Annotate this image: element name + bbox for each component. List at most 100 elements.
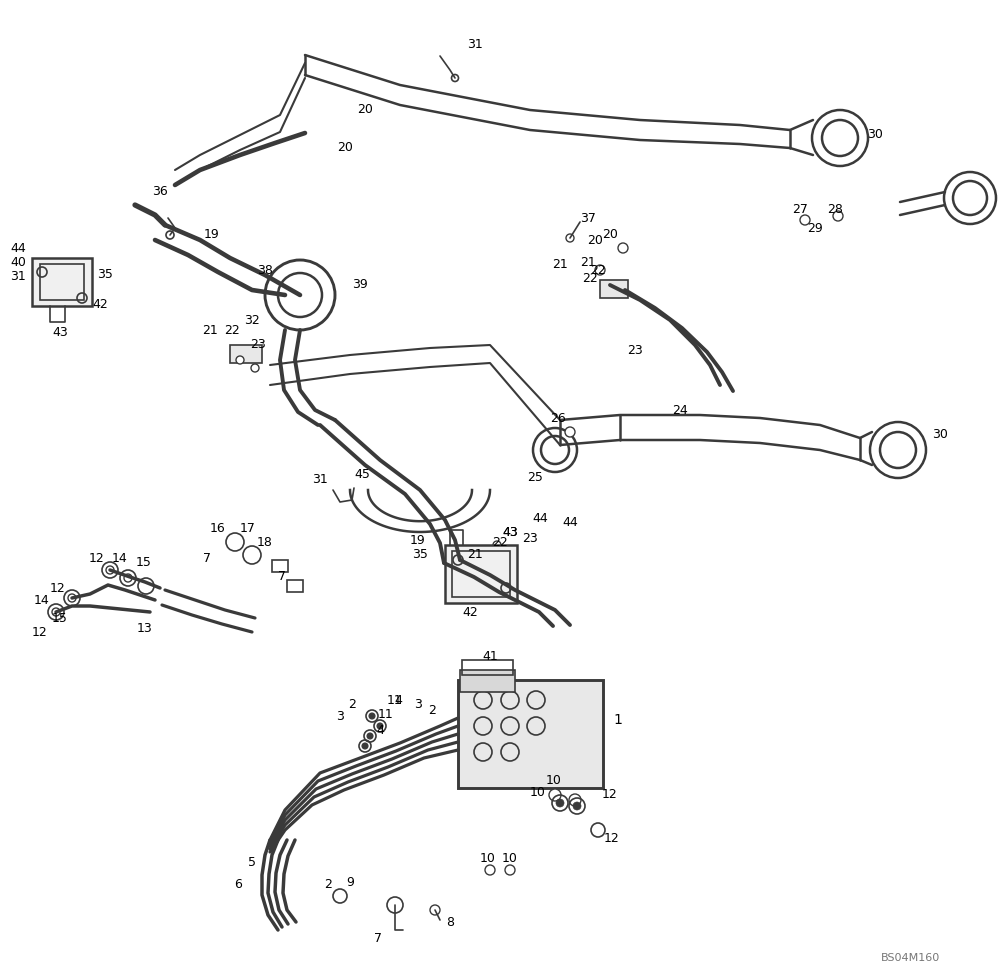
Text: 3: 3 bbox=[414, 699, 422, 711]
Bar bbox=[462, 660, 513, 675]
Text: 21: 21 bbox=[202, 323, 218, 336]
Text: 31: 31 bbox=[467, 38, 483, 52]
Text: 10: 10 bbox=[530, 786, 546, 799]
Circle shape bbox=[800, 215, 810, 225]
Text: 5: 5 bbox=[248, 856, 256, 868]
Text: 4: 4 bbox=[394, 694, 402, 707]
Circle shape bbox=[124, 574, 132, 582]
Text: 26: 26 bbox=[550, 412, 566, 424]
Circle shape bbox=[367, 733, 373, 739]
Text: 6: 6 bbox=[234, 878, 242, 892]
Text: 9: 9 bbox=[346, 875, 354, 889]
Text: 23: 23 bbox=[250, 338, 266, 352]
Circle shape bbox=[166, 231, 174, 239]
Text: 2: 2 bbox=[428, 704, 436, 716]
Text: 44: 44 bbox=[562, 515, 578, 528]
Text: 7: 7 bbox=[203, 552, 211, 564]
Text: 20: 20 bbox=[357, 104, 373, 117]
Text: 39: 39 bbox=[352, 278, 368, 291]
Text: 1: 1 bbox=[614, 713, 622, 727]
Text: 28: 28 bbox=[827, 204, 843, 217]
Bar bbox=[272, 560, 288, 572]
Text: 37: 37 bbox=[580, 212, 596, 224]
Text: 3: 3 bbox=[336, 710, 344, 722]
Bar bbox=[452, 551, 510, 597]
Circle shape bbox=[251, 364, 259, 372]
Circle shape bbox=[377, 723, 383, 729]
Circle shape bbox=[566, 234, 574, 242]
Text: 20: 20 bbox=[337, 141, 353, 155]
Circle shape bbox=[595, 265, 605, 275]
Text: 15: 15 bbox=[52, 612, 68, 624]
Bar bbox=[230, 345, 262, 363]
Text: 15: 15 bbox=[136, 556, 152, 568]
Text: 22: 22 bbox=[492, 536, 508, 550]
Text: 11: 11 bbox=[378, 708, 394, 720]
Text: 44: 44 bbox=[532, 512, 548, 524]
Text: 10: 10 bbox=[502, 852, 518, 864]
Text: 10: 10 bbox=[480, 852, 496, 864]
Text: 38: 38 bbox=[257, 264, 273, 276]
Circle shape bbox=[573, 802, 581, 810]
Text: 35: 35 bbox=[97, 269, 113, 281]
Text: 2: 2 bbox=[348, 698, 356, 710]
Text: 22: 22 bbox=[224, 323, 240, 336]
Text: 36: 36 bbox=[152, 185, 168, 199]
Text: 20: 20 bbox=[587, 233, 603, 247]
Circle shape bbox=[369, 713, 375, 719]
Circle shape bbox=[556, 799, 564, 807]
Text: 30: 30 bbox=[932, 428, 948, 442]
Circle shape bbox=[833, 211, 843, 221]
Bar bbox=[460, 670, 515, 692]
Bar bbox=[32, 258, 92, 306]
Circle shape bbox=[236, 356, 244, 364]
Bar bbox=[445, 545, 517, 603]
Text: 42: 42 bbox=[92, 299, 108, 312]
Text: 8: 8 bbox=[446, 915, 454, 928]
Text: 29: 29 bbox=[807, 221, 823, 234]
Text: 13: 13 bbox=[137, 621, 153, 634]
Text: 12: 12 bbox=[50, 581, 66, 595]
Text: 18: 18 bbox=[257, 535, 273, 549]
Text: 31: 31 bbox=[10, 270, 26, 282]
Text: 7: 7 bbox=[374, 932, 382, 945]
Text: 41: 41 bbox=[482, 650, 498, 662]
Text: 44: 44 bbox=[10, 241, 26, 255]
Circle shape bbox=[485, 865, 495, 875]
Bar bbox=[458, 680, 603, 788]
Text: 45: 45 bbox=[354, 468, 370, 481]
Text: 16: 16 bbox=[210, 521, 226, 534]
Bar bbox=[40, 264, 84, 300]
Text: 17: 17 bbox=[240, 521, 256, 534]
Text: 19: 19 bbox=[410, 533, 426, 547]
Text: 12: 12 bbox=[604, 831, 620, 845]
Text: 30: 30 bbox=[867, 128, 883, 141]
Circle shape bbox=[565, 427, 575, 437]
Text: 22: 22 bbox=[590, 264, 606, 276]
Text: BS04M160: BS04M160 bbox=[881, 953, 940, 963]
Circle shape bbox=[106, 566, 114, 574]
Circle shape bbox=[362, 743, 368, 749]
Text: 14: 14 bbox=[34, 594, 50, 607]
Circle shape bbox=[618, 243, 628, 253]
Text: 23: 23 bbox=[627, 344, 643, 357]
Text: 20: 20 bbox=[602, 228, 618, 241]
Text: 2: 2 bbox=[324, 878, 332, 892]
Text: 27: 27 bbox=[792, 204, 808, 217]
Text: 24: 24 bbox=[672, 404, 688, 416]
Text: 19: 19 bbox=[204, 228, 220, 241]
Circle shape bbox=[68, 594, 76, 602]
Text: 31: 31 bbox=[312, 473, 328, 486]
Text: 12: 12 bbox=[89, 552, 105, 564]
Circle shape bbox=[430, 905, 440, 915]
Text: 42: 42 bbox=[462, 606, 478, 618]
Circle shape bbox=[493, 541, 501, 549]
Circle shape bbox=[569, 794, 581, 806]
Text: 35: 35 bbox=[412, 549, 428, 562]
Text: 7: 7 bbox=[278, 569, 286, 582]
Text: 21: 21 bbox=[467, 549, 483, 562]
Text: 43: 43 bbox=[502, 525, 518, 538]
Circle shape bbox=[52, 608, 60, 616]
Text: 10: 10 bbox=[546, 773, 562, 787]
Text: 12: 12 bbox=[32, 625, 48, 639]
